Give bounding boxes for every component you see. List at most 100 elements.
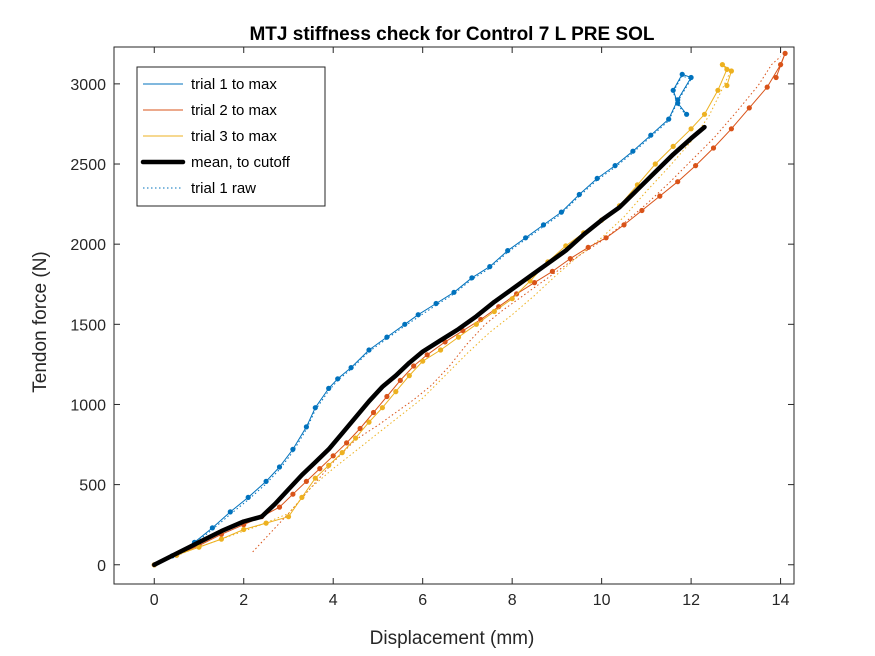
data-point [728,126,735,132]
legend-entry: trial 1 to max [191,76,277,93]
series-line-4 [152,124,707,568]
data-point [451,289,457,295]
data-point [196,544,202,550]
data-point [227,509,233,515]
data-point [303,478,309,484]
x-tick-label: 14 [772,592,790,609]
data-point [531,280,538,286]
data-point [335,376,341,382]
data-point [688,74,694,81]
data-point [666,116,672,122]
data-point [603,235,609,241]
series-line-5 [154,75,692,566]
data-point [415,312,421,318]
series-line-2 [154,52,786,566]
data-point [290,446,296,452]
y-tick-label: 3000 [70,77,106,94]
data-point [473,321,479,327]
data-point [438,347,444,353]
data-point [353,435,359,441]
y-tick-label: 2000 [70,237,106,254]
data-point [567,256,573,262]
data-point [370,409,377,416]
data-point [285,514,292,520]
data-point [326,385,332,391]
data-point [675,100,681,106]
data-point [406,373,412,379]
data-point [344,440,350,446]
data-point [312,475,318,481]
data-point [701,111,708,117]
data-point [366,347,372,353]
data-point [491,308,497,315]
data-point [764,84,770,90]
chart-title: MTJ stiffness check for Control 7 L PRE … [249,24,654,45]
data-point [778,62,784,68]
y-axis-label: Tendon force (N) [30,251,51,393]
legend-entry: trial 3 to max [191,128,277,145]
data-point [724,66,730,72]
data-point [276,464,283,470]
y-tick-label: 500 [79,478,106,495]
data-point [290,491,296,497]
data-point [782,50,788,57]
data-point [612,163,618,169]
series-line-7 [154,69,732,566]
data-point [420,358,426,364]
data-point [523,235,529,241]
data-point [509,296,515,302]
data-point [384,334,390,340]
data-point [402,321,408,327]
data-point [773,74,779,81]
data-point [393,389,399,395]
legend-entry: trial 1 raw [191,180,256,197]
y-tick-label: 2500 [70,157,106,174]
data-point [330,453,336,459]
data-point [299,494,305,500]
data-point [241,526,247,533]
data-point [263,478,269,484]
data-point [576,191,582,198]
y-tick-label: 0 [97,558,106,575]
data-point [303,424,309,430]
data-point [594,175,600,181]
data-point [715,87,721,93]
data-point [639,207,645,214]
data-point [455,334,462,340]
data-point [719,62,726,68]
data-point [312,405,318,411]
legend: trial 1 to max trial 2 to max trial 3 to m… [136,66,326,207]
data-point [657,193,663,199]
data-point [469,275,475,281]
data-point [366,419,372,425]
data-point [263,520,269,526]
x-tick-label: 0 [150,592,159,609]
data-point [710,145,717,151]
x-tick-label: 2 [239,592,248,609]
data-point [397,377,403,383]
data-point [549,268,556,274]
data-point [276,504,283,510]
data-point [348,365,354,371]
x-tick-label: 12 [682,592,700,609]
data-point [218,536,224,542]
y-tick-label: 1500 [70,317,106,334]
data-point [245,494,251,500]
data-point [670,87,676,93]
data-point [357,425,363,432]
data-point [684,111,690,117]
data-point [724,82,730,89]
series-line-1 [154,73,692,566]
legend-entry: mean, to cutoff [191,154,291,171]
data-point [317,466,323,472]
data-point [652,161,658,167]
x-tick-label: 4 [329,592,338,609]
data-point [675,179,681,185]
data-point [540,222,547,228]
data-point [339,450,345,456]
data-point [585,244,591,250]
legend-entry: trial 2 to max [191,102,277,119]
data-point [746,105,752,111]
x-axis-label: Displacement (mm) [370,628,535,649]
